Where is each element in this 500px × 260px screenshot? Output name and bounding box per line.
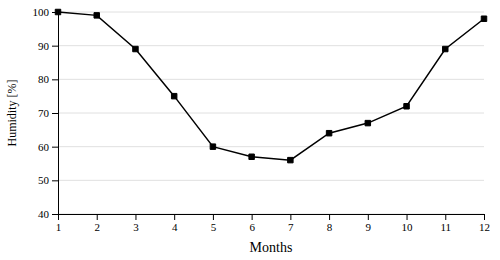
tick: 4 — [172, 214, 178, 233]
tick: 80 — [38, 73, 58, 85]
marker — [210, 144, 215, 149]
tick-label: 4 — [172, 221, 178, 233]
tick-mark — [52, 180, 58, 181]
tick: 100 — [33, 6, 59, 18]
tick-mark — [52, 46, 58, 47]
tick-mark — [329, 214, 330, 220]
axis-domain — [52, 13, 59, 215]
tick-mark — [52, 214, 58, 215]
tick-mark — [445, 214, 446, 220]
grid-line — [58, 146, 484, 147]
marker — [288, 157, 293, 162]
tick-label: 3 — [133, 221, 139, 233]
tick-label: 7 — [288, 221, 294, 233]
tick-label: 40 — [38, 208, 50, 220]
tick: 9 — [366, 214, 372, 233]
tick-mark — [484, 214, 485, 220]
tick: 40 — [38, 208, 58, 220]
tick-mark — [290, 214, 291, 220]
tick: 70 — [38, 107, 58, 119]
tick-mark — [174, 214, 175, 220]
tick: 11 — [440, 214, 451, 233]
tick-mark — [52, 79, 58, 80]
tick-label: 80 — [38, 73, 50, 85]
y-axis: 40 50 60 70 80 90 100 — [33, 6, 59, 220]
tick: 10 — [402, 214, 414, 233]
tick-mark — [52, 113, 58, 114]
tick-mark — [52, 147, 58, 148]
tick: 8 — [327, 214, 333, 233]
tick: 12 — [479, 214, 490, 233]
tick-label: 2 — [94, 221, 100, 233]
tick-label: 11 — [440, 221, 451, 233]
tick-label: 8 — [327, 221, 333, 233]
tick-mark — [97, 214, 98, 220]
tick: 50 — [38, 174, 58, 186]
marker — [365, 120, 370, 125]
tick-label: 5 — [211, 221, 217, 233]
tick-label: 100 — [33, 6, 50, 18]
line — [58, 12, 484, 160]
y-axis-title: Humidity [%] — [5, 80, 19, 147]
tick: 7 — [288, 214, 294, 233]
plot-area: 123456789101112405060708090100 — [33, 6, 491, 233]
marker — [443, 46, 448, 51]
tick-mark — [213, 214, 214, 220]
marker — [55, 9, 60, 14]
tick: 2 — [94, 214, 100, 233]
tick-label: 10 — [402, 221, 414, 233]
marker — [171, 93, 176, 98]
tick-label: 9 — [366, 221, 372, 233]
x-axis-title: Months — [250, 240, 293, 255]
tick: 6 — [249, 214, 255, 233]
grid-line — [58, 180, 484, 181]
tick-mark — [135, 214, 136, 220]
tick-label: 90 — [38, 40, 50, 52]
marker — [404, 104, 409, 109]
axis-domain — [59, 215, 485, 221]
tick-label: 12 — [479, 221, 490, 233]
tick-mark — [368, 214, 369, 220]
grid-line — [58, 45, 484, 46]
marker — [481, 16, 486, 21]
marker — [94, 13, 99, 18]
chart: 123456789101112405060708090100MonthsHumi… — [0, 0, 500, 260]
marker — [326, 130, 331, 135]
tick-label: 1 — [56, 221, 62, 233]
grid — [58, 12, 484, 214]
tick-label: 50 — [38, 174, 50, 186]
tick-label: 6 — [249, 221, 255, 233]
series — [55, 9, 486, 163]
tick: 3 — [133, 214, 139, 233]
tick-label: 60 — [38, 141, 50, 153]
grid-line — [58, 12, 484, 13]
x-axis: 123456789101112 — [56, 214, 490, 233]
tick: 1 — [56, 214, 62, 233]
tick-label: 70 — [38, 107, 50, 119]
tick-mark — [407, 214, 408, 220]
grid-line — [58, 113, 484, 114]
marker — [249, 154, 254, 159]
tick: 90 — [38, 40, 58, 52]
tick: 60 — [38, 141, 58, 153]
tick-mark — [252, 214, 253, 220]
tick: 5 — [211, 214, 217, 233]
marker — [133, 46, 138, 51]
grid-line — [58, 79, 484, 80]
